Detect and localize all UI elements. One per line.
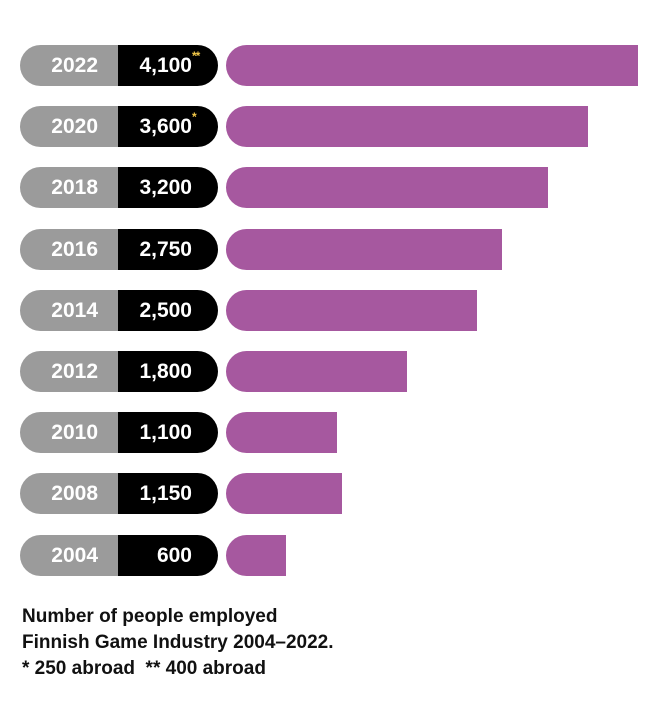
year-text: 2004 [51, 543, 98, 567]
value-label: 3,600 * [118, 106, 218, 148]
year-label: 2018 [20, 167, 118, 209]
value-text: 4,100 ** [139, 45, 200, 86]
value-text: 2,750 [139, 237, 192, 261]
year-label: 2020 [20, 106, 118, 148]
year-label: 2004 [20, 534, 118, 576]
value-label: 1,800 [118, 351, 218, 392]
bar [226, 106, 588, 148]
year-label: 2022 [20, 45, 118, 86]
bar [226, 45, 638, 86]
year-label: 2014 [20, 289, 118, 331]
bar [226, 167, 548, 209]
value-text: 1,150 [139, 482, 192, 506]
value-label: 1,100 [118, 412, 218, 454]
value-text: 1,800 [139, 360, 192, 383]
year-text: 2008 [51, 482, 98, 506]
chart-caption: Number of people employed Finnish Game I… [22, 604, 334, 682]
year-text: 2020 [51, 115, 98, 139]
year-text: 2012 [51, 360, 98, 383]
value-text: 3,600 * [139, 106, 196, 147]
footnote-mark: ** [192, 49, 200, 63]
bar [226, 412, 337, 454]
value-label: 3,200 [118, 167, 218, 209]
year-label: 2008 [20, 473, 118, 515]
footnote-mark: * [192, 110, 197, 125]
value-label: 2,750 [118, 228, 218, 270]
value-label: 600 [118, 534, 218, 576]
year-text: 2018 [51, 176, 98, 200]
year-label: 2012 [20, 351, 118, 392]
year-text: 2014 [51, 298, 98, 322]
year-label: 2010 [20, 412, 118, 454]
bar [226, 351, 407, 392]
bar [226, 228, 503, 270]
caption-footnotes: * 250 abroad ** 400 abroad [22, 658, 266, 679]
year-text: 2010 [51, 421, 98, 445]
year-text: 2016 [51, 237, 98, 261]
value-label: 2,500 [118, 289, 218, 331]
caption-line-1: Number of people employed [22, 606, 278, 627]
value-text: 600 [156, 543, 192, 567]
bar [226, 534, 287, 576]
year-text: 2022 [51, 54, 98, 77]
value-label: 4,100 ** [118, 45, 218, 86]
caption-line-2: Finnish Game Industry 2004–2022. [22, 632, 334, 653]
employment-bar-chart: 2022 4,100 ** 2020 3,600 * 2018 3,200 2016 2,750 2… [20, 45, 638, 576]
value-text: 2,500 [139, 298, 192, 322]
value-text: 3,200 [139, 176, 192, 200]
year-label: 2016 [20, 228, 118, 270]
bar [226, 289, 478, 331]
value-label: 1,150 [118, 473, 218, 515]
value-text: 1,100 [139, 421, 192, 445]
bar [226, 473, 342, 515]
